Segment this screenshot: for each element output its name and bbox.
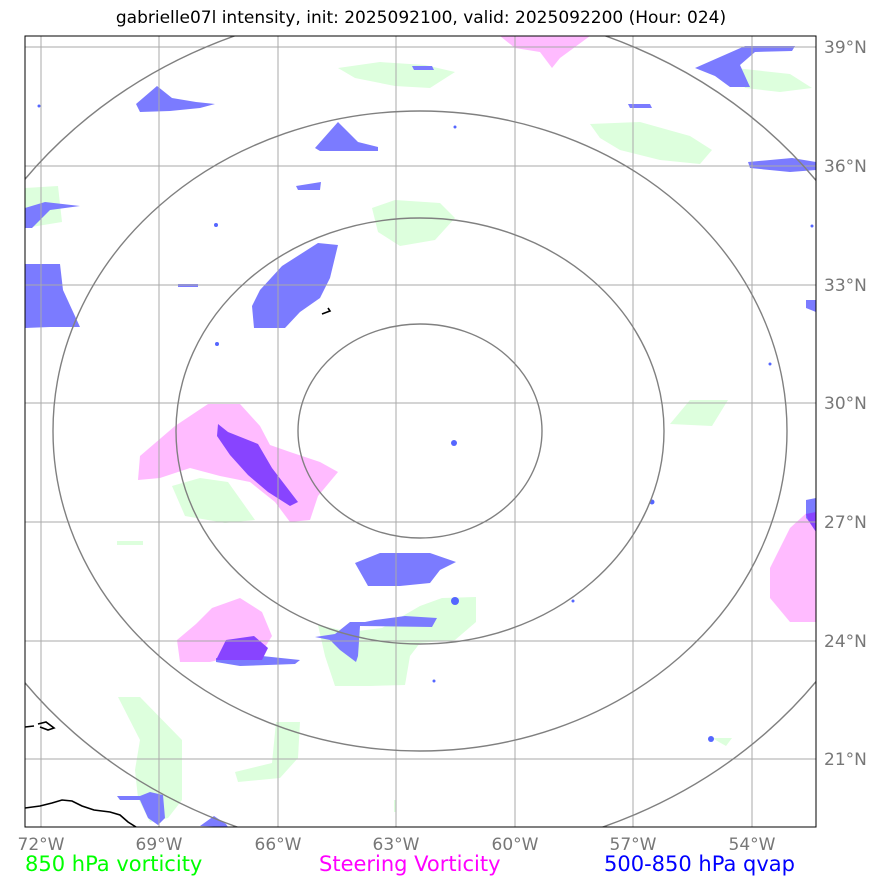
figure-title: gabrielle07l intensity, init: 2025092100…	[115, 8, 727, 28]
lat-label-21n: 21°N	[824, 750, 867, 770]
legend-steering-vorticity: Steering Vorticity	[319, 852, 501, 876]
lon-label-66w: 66°W	[255, 835, 302, 855]
graticule	[25, 36, 816, 827]
lon-label-63w: 63°W	[373, 835, 420, 855]
lon-label-60w: 60°W	[492, 835, 539, 855]
steering-vorticity-field	[138, 36, 816, 662]
lon-label-54w: 54°W	[729, 835, 776, 855]
lat-label-36n: 36°N	[824, 157, 867, 177]
legend-qvap: 500-850 hPa qvap	[604, 852, 795, 876]
lat-label-24n: 24°N	[824, 632, 867, 652]
lat-label-39n: 39°N	[824, 38, 867, 58]
lon-label-72w: 72°W	[18, 835, 65, 855]
small-speckles	[37, 104, 814, 742]
lat-label-30n: 30°N	[824, 394, 867, 414]
lat-label-33n: 33°N	[824, 276, 867, 296]
coastline	[25, 307, 332, 827]
latitude-labels: 39°N 36°N 33°N 30°N 27°N 24°N 21°N	[824, 38, 867, 770]
distance-rings	[25, 36, 816, 827]
lat-label-27n: 27°N	[824, 513, 867, 533]
plot-frame	[24, 35, 817, 828]
longitude-labels: 72°W 69°W 66°W 63°W 60°W 57°W 54°W	[18, 835, 776, 855]
lon-label-69w: 69°W	[136, 835, 183, 855]
legend-850-vorticity: 850 hPa vorticity	[25, 852, 203, 876]
lon-label-57w: 57°W	[610, 835, 657, 855]
vorticity-850-field	[25, 62, 812, 822]
